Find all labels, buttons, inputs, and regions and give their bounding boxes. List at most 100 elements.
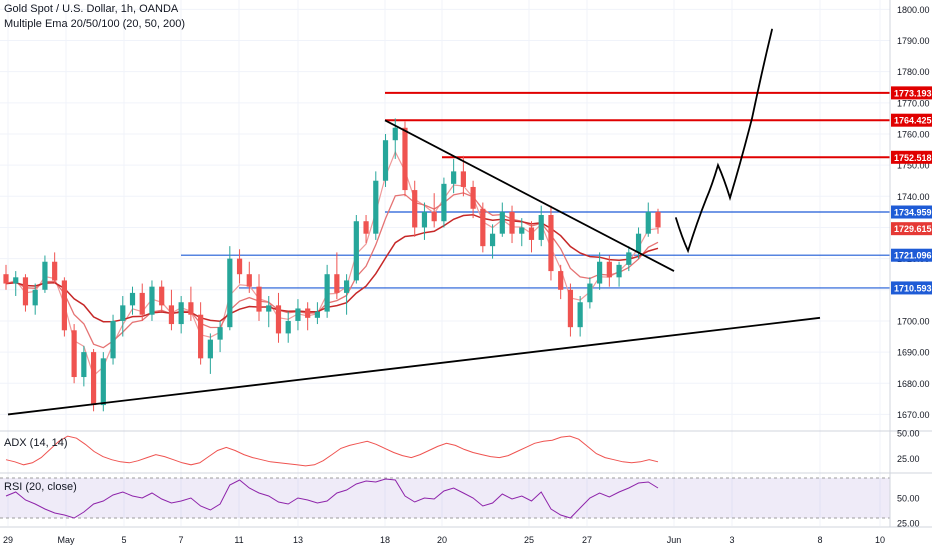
rsi-pane-label: RSI (20, close) xyxy=(4,481,77,493)
candle-body xyxy=(246,274,252,287)
rsi-tick-label: 50.00 xyxy=(897,494,920,504)
candle-body xyxy=(52,261,58,281)
candle-body xyxy=(32,289,38,306)
indicator-lines xyxy=(5,435,659,519)
price-label-badge[interactable] xyxy=(891,205,932,219)
rsi-line xyxy=(5,478,659,519)
rsi-band xyxy=(0,477,890,519)
candle-body xyxy=(42,261,48,290)
ema-lines xyxy=(5,150,659,377)
trendlines[interactable] xyxy=(7,28,821,416)
candle-body xyxy=(616,264,622,278)
time-tick-label: 18 xyxy=(380,535,390,545)
candle-body xyxy=(402,127,408,191)
candle-body xyxy=(324,274,330,312)
price-tick-label: 1800.00 xyxy=(897,5,930,15)
price-label-badge[interactable] xyxy=(891,113,932,127)
candle-body xyxy=(139,292,145,315)
price-label-badge[interactable] xyxy=(891,150,932,164)
price-label-text: 1729.615 xyxy=(894,224,932,234)
candle-body xyxy=(314,311,321,318)
candle-body xyxy=(13,277,19,284)
candles xyxy=(3,118,661,412)
price-label-text: 1710.593 xyxy=(894,283,932,293)
candle-body xyxy=(198,314,204,359)
adx-line xyxy=(5,435,659,467)
rsi-tick-label: 25.00 xyxy=(897,519,920,529)
candle-body xyxy=(149,286,155,315)
time-tick-label: 3 xyxy=(729,535,734,545)
candle-body xyxy=(431,211,437,222)
candle-body xyxy=(363,221,369,234)
price-label-text: 1734.959 xyxy=(894,208,932,218)
candle-body xyxy=(61,280,67,331)
time-tick-label: 10 xyxy=(875,535,885,545)
candle-body xyxy=(655,211,661,228)
candle-body xyxy=(266,305,272,312)
price-label-badge[interactable] xyxy=(891,86,932,100)
candle-body xyxy=(587,283,593,303)
candle-body xyxy=(509,211,515,234)
candle-body xyxy=(451,171,457,184)
projection-path[interactable] xyxy=(675,28,773,254)
time-tick-label: 11 xyxy=(234,535,243,545)
time-tick-label: 25 xyxy=(524,535,534,545)
candle-body xyxy=(71,330,77,378)
time-tick-label: 7 xyxy=(178,535,183,545)
price-tick-label: 1680.00 xyxy=(897,379,930,389)
candle-body xyxy=(392,127,398,141)
candle-body xyxy=(110,320,116,359)
price-tick-label: 1740.00 xyxy=(897,192,930,202)
trendline[interactable] xyxy=(7,316,821,416)
time-tick-label: 13 xyxy=(293,535,303,545)
price-label-badge[interactable] xyxy=(891,222,932,236)
candle-body xyxy=(567,289,574,328)
price-axis[interactable]: 1670.001680.001690.001700.001710.001720.… xyxy=(891,5,932,529)
price-tick-label: 1780.00 xyxy=(897,67,930,77)
candle-body xyxy=(480,208,486,247)
time-tick-label: 27 xyxy=(582,535,592,545)
candle-body xyxy=(460,171,466,187)
candle-body xyxy=(577,302,583,328)
candle-body xyxy=(343,280,350,293)
price-label-badge[interactable] xyxy=(891,281,932,295)
price-tick-label: 1750.00 xyxy=(897,161,930,171)
candle-body xyxy=(159,286,165,306)
candle-body xyxy=(470,186,476,209)
candle-body xyxy=(285,320,291,334)
horizontal-levels[interactable] xyxy=(181,91,890,289)
candle-body xyxy=(3,274,9,284)
candle-body xyxy=(489,233,496,247)
candle-body xyxy=(168,305,175,325)
pane-separators[interactable] xyxy=(0,0,932,528)
candle-body xyxy=(635,233,642,253)
candle-body xyxy=(499,211,505,234)
time-axis[interactable]: 29 May 5 7 11 13 18 20 25 27 Jun 3 8 10 xyxy=(3,535,885,545)
price-label-badge[interactable] xyxy=(891,248,932,262)
adx-tick-label: 25.00 xyxy=(897,454,920,464)
trendline[interactable] xyxy=(384,119,675,272)
candle-body xyxy=(305,308,311,318)
time-tick-label: Jun xyxy=(667,535,682,545)
time-tick-label: 5 xyxy=(121,535,126,545)
candle-body xyxy=(412,190,418,228)
candle-body xyxy=(207,339,213,359)
rsi-band-fill xyxy=(0,478,890,518)
candle-body xyxy=(519,227,525,234)
symbol-title: Gold Spot / U.S. Dollar, 1h, OANDA xyxy=(4,3,179,15)
time-tick-label: 8 xyxy=(817,535,822,545)
candle-body xyxy=(548,215,554,272)
time-tick-label: May xyxy=(57,535,75,545)
price-label-text: 1721.096 xyxy=(894,251,932,261)
candle-body xyxy=(441,183,447,222)
candle-body xyxy=(188,302,194,315)
candle-body xyxy=(334,274,340,293)
candle-body xyxy=(178,302,184,325)
price-tick-label: 1770.00 xyxy=(897,98,930,108)
adx-tick-label: 50.00 xyxy=(897,429,920,439)
candle-body xyxy=(275,305,282,334)
candle-body xyxy=(606,261,612,278)
candle-body xyxy=(528,227,535,240)
